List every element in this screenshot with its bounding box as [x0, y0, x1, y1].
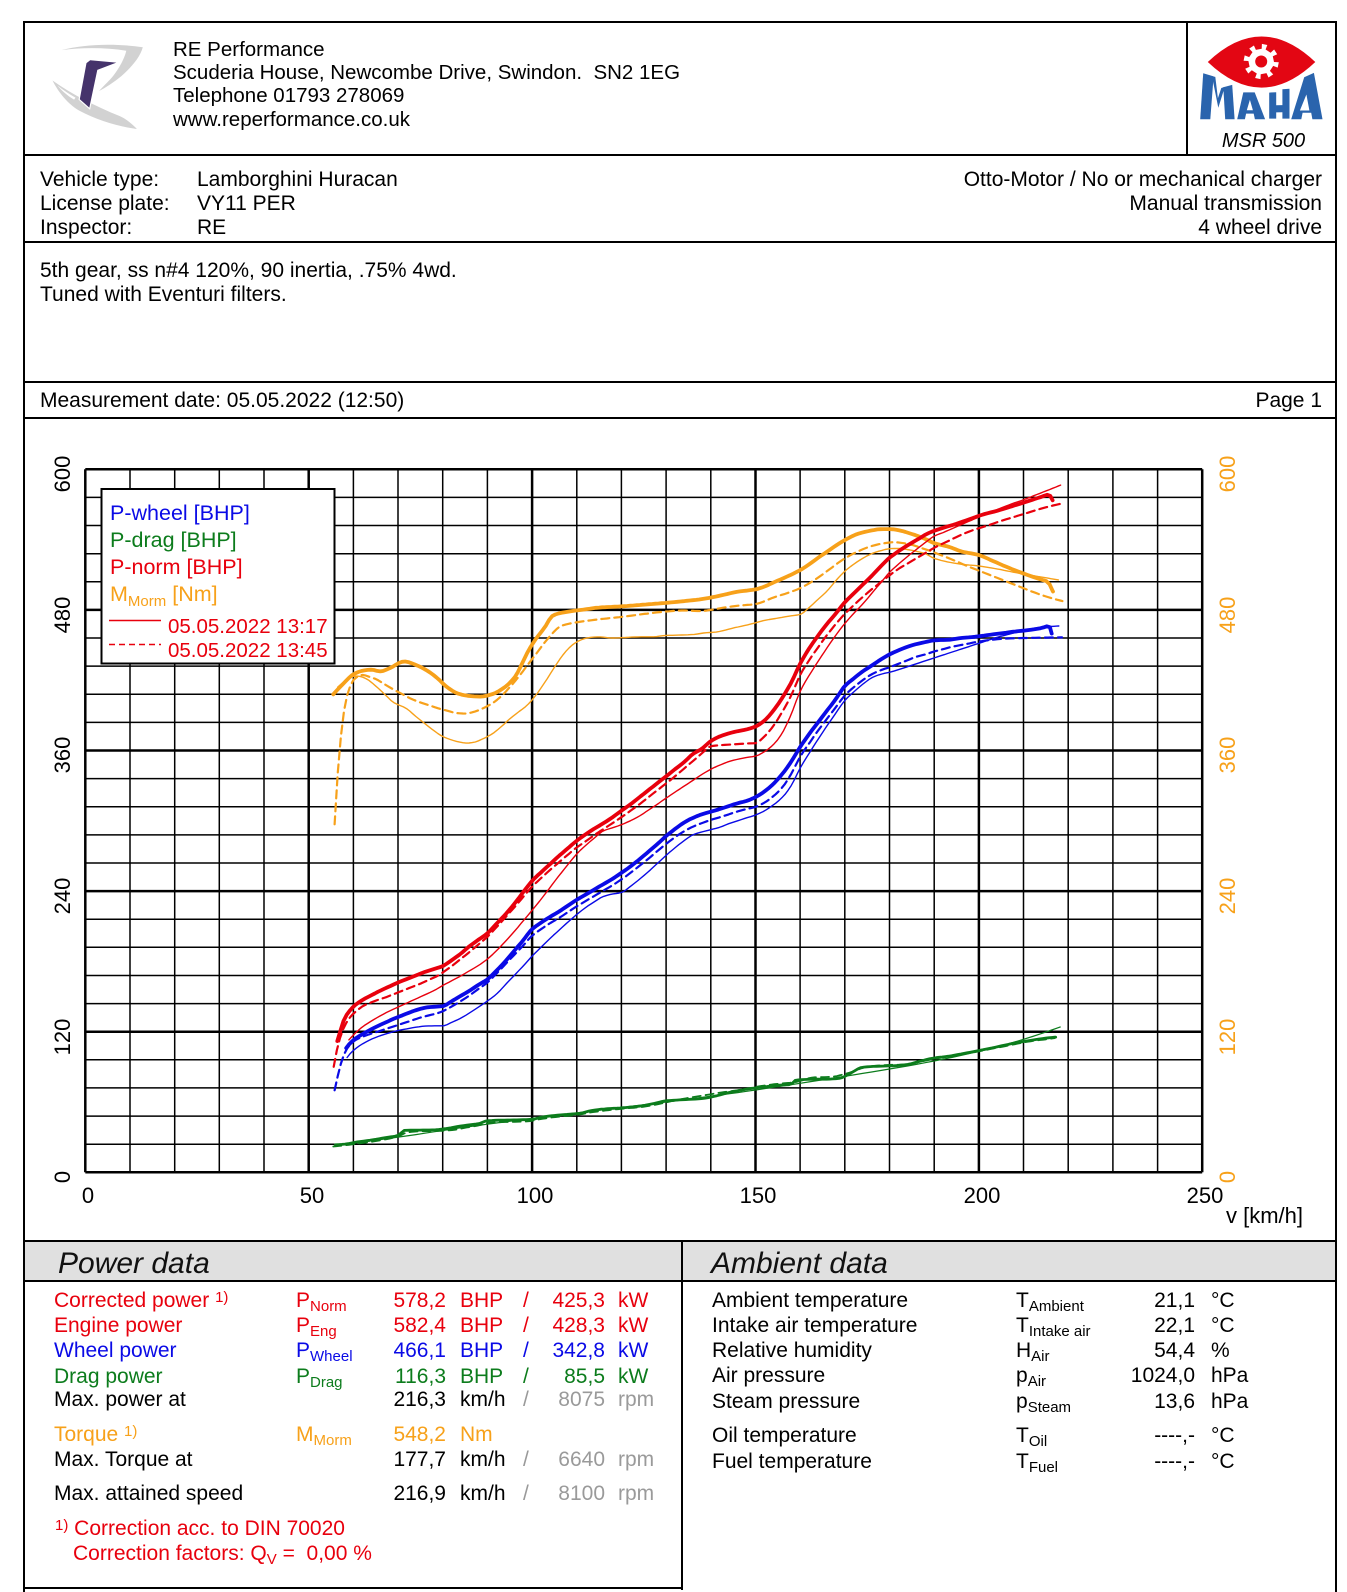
svg-text:05.05.2022 13:17: 05.05.2022 13:17: [168, 615, 328, 638]
svg-text:100: 100: [517, 1183, 554, 1208]
svg-text:240: 240: [1215, 878, 1240, 915]
svg-text:120: 120: [1215, 1019, 1240, 1056]
svg-text:P-norm [BHP]: P-norm [BHP]: [110, 555, 243, 579]
svg-text:P-drag [BHP]: P-drag [BHP]: [110, 528, 237, 552]
svg-text:0: 0: [50, 1171, 75, 1183]
svg-text:480: 480: [1215, 597, 1240, 634]
svg-text:120: 120: [50, 1019, 75, 1056]
svg-text:600: 600: [1215, 456, 1240, 493]
svg-text:360: 360: [1215, 737, 1240, 774]
svg-text:150: 150: [740, 1183, 777, 1208]
svg-text:50: 50: [300, 1183, 324, 1208]
svg-text:600: 600: [50, 456, 75, 493]
svg-text:P-wheel [BHP]: P-wheel [BHP]: [110, 501, 250, 525]
svg-text:0: 0: [1215, 1171, 1240, 1183]
svg-text:480: 480: [50, 597, 75, 634]
svg-text:200: 200: [964, 1183, 1001, 1208]
svg-text:05.05.2022 13:45: 05.05.2022 13:45: [168, 639, 328, 662]
svg-text:v [km/h]: v [km/h]: [1226, 1203, 1303, 1228]
svg-text:250: 250: [1187, 1183, 1224, 1208]
svg-text:0: 0: [82, 1183, 94, 1208]
svg-text:240: 240: [50, 878, 75, 915]
svg-text:360: 360: [50, 737, 75, 774]
